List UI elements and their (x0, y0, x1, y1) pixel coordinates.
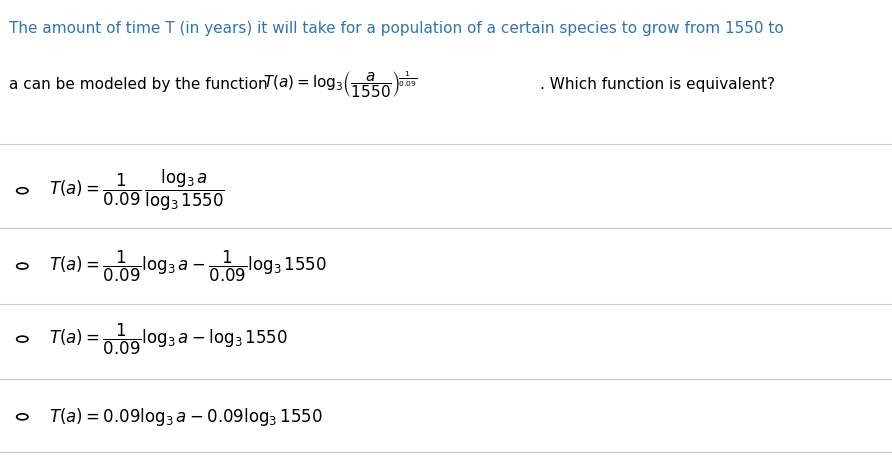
Text: . Which function is equivalent?: . Which function is equivalent? (540, 77, 774, 92)
Text: $T(a) = \dfrac{1}{0.09}\log_3 a - \log_3 1550$: $T(a) = \dfrac{1}{0.09}\log_3 a - \log_3… (49, 322, 288, 357)
Text: $T(a) = 0.09\log_3 a - 0.09\log_3 1550$: $T(a) = 0.09\log_3 a - 0.09\log_3 1550$ (49, 406, 323, 428)
Text: a can be modeled by the function: a can be modeled by the function (9, 77, 272, 92)
Text: $T(a) = \dfrac{1}{0.09}\,\dfrac{\log_3 a}{\log_3 1550}$: $T(a) = \dfrac{1}{0.09}\,\dfrac{\log_3 a… (49, 168, 225, 213)
Text: $T(a) = \dfrac{1}{0.09}\log_3 a - \dfrac{1}{0.09}\log_3 1550$: $T(a) = \dfrac{1}{0.09}\log_3 a - \dfrac… (49, 249, 327, 284)
Text: The amount of time T (in years) it will take for a population of a certain speci: The amount of time T (in years) it will … (9, 21, 784, 36)
Text: $T(a) = \log_3\!\left(\dfrac{a}{1550}\right)^{\!\frac{1}{0.09}}$: $T(a) = \log_3\!\left(\dfrac{a}{1550}\ri… (263, 69, 417, 100)
